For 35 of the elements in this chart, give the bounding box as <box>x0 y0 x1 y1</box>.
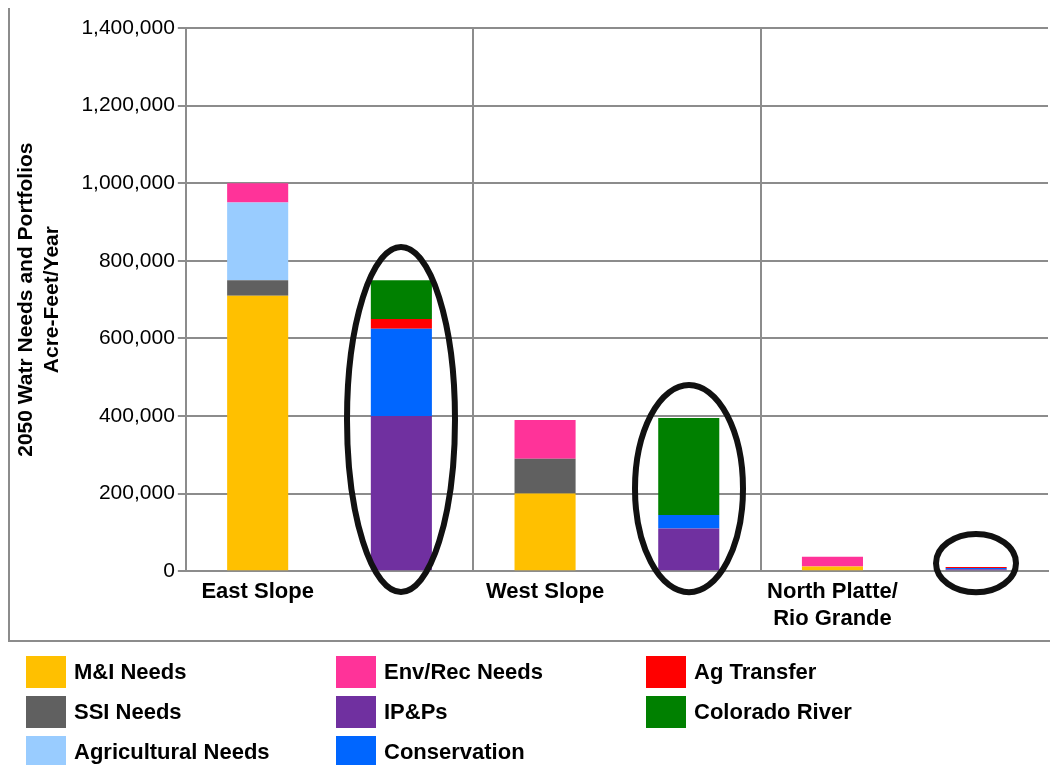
x-tick-label: North Platte/ Rio Grande <box>767 578 898 630</box>
bar <box>658 417 720 515</box>
bar <box>514 458 576 494</box>
y-tick-label: 1,200,000 <box>81 92 175 116</box>
y-tick-label: 400,000 <box>98 402 175 426</box>
legend-label: SSI Needs <box>74 699 182 725</box>
bar <box>370 416 432 571</box>
bar <box>227 183 289 203</box>
bar <box>514 493 576 571</box>
y-axis-title: 2050 Watr Needs and Portfolios Acre-Feet/Year <box>13 142 62 457</box>
bar <box>658 514 720 529</box>
legend-label: M&I Needs <box>74 659 187 685</box>
bar <box>514 419 576 459</box>
legend-label: Agricultural Needs <box>74 739 270 765</box>
legend-label: Conservation <box>384 739 525 765</box>
bar <box>370 319 432 329</box>
bar <box>227 295 289 571</box>
x-tick-label: East Slope <box>201 578 314 604</box>
legend-label: Ag Transfer <box>694 659 817 685</box>
bar <box>227 202 289 281</box>
bar <box>227 280 289 296</box>
bar <box>658 528 720 571</box>
y-tick-label: 1,000,000 <box>81 170 175 193</box>
y-tick-label: 1,400,000 <box>81 14 175 38</box>
legend-label: Colorado River <box>694 699 852 725</box>
y-tick-label: 800,000 <box>98 247 175 271</box>
y-tick-label: 0 <box>163 558 175 581</box>
legend-label: Env/Rec Needs <box>384 659 543 685</box>
y-tick-label: 600,000 <box>98 325 175 349</box>
bar <box>801 556 863 567</box>
bar <box>370 280 432 319</box>
legend-label: IP&Ps <box>384 699 448 725</box>
x-tick-label: West Slope <box>485 578 605 604</box>
y-tick-label: 200,000 <box>98 480 175 504</box>
bar <box>370 328 432 416</box>
